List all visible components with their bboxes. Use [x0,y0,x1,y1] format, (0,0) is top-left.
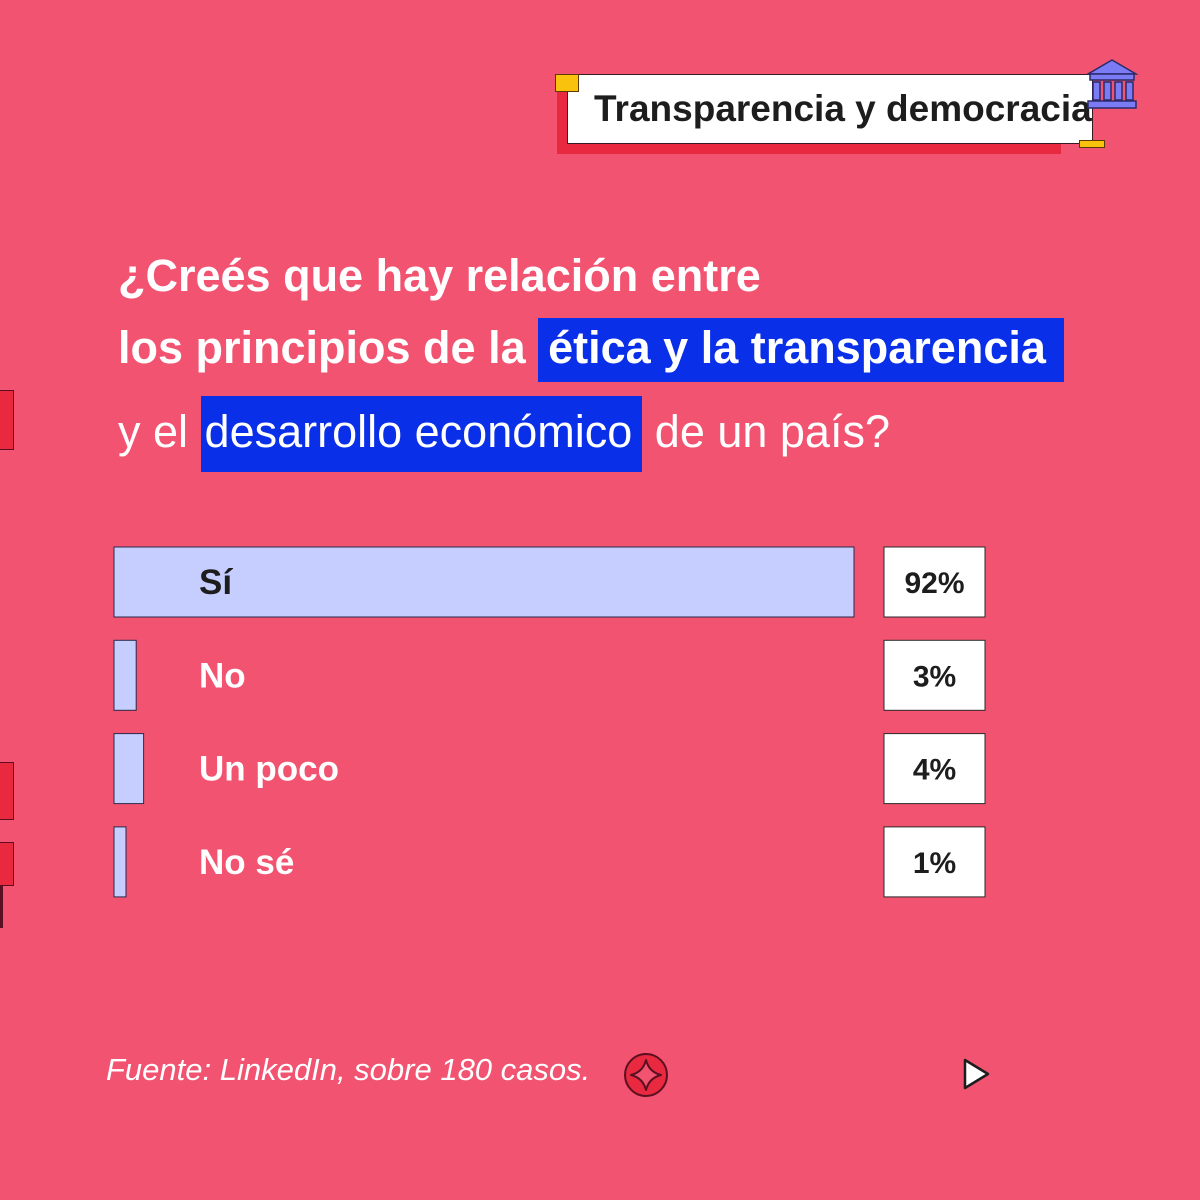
bar-label: No [199,656,246,695]
value-label: 1% [913,847,956,880]
value-label: 4% [913,754,956,787]
question-line-3-prefix: y el [118,406,189,457]
bar-label: No sé [199,843,294,882]
play-arrow-icon[interactable] [962,1057,992,1091]
sparkle-star-icon [624,1053,668,1097]
value-box [883,733,986,805]
left-edge-mark [0,842,14,886]
question-line-1: ¿Creés que hay relación entre [118,250,761,301]
question-line-2: los principios de la ética y la transpar… [118,318,1064,382]
bar-2 [113,733,145,805]
value-box [883,546,986,618]
bar-1 [113,639,137,711]
value-label: 3% [913,660,956,693]
category-tag-label: Transparencia y democracia [594,88,1092,129]
tag-corner-accent [1079,140,1105,148]
bar-label: Un poco [199,750,339,789]
bar-3 [113,826,127,898]
question-line-3: y el desarrollo económico de un país? [118,396,890,472]
value-label: 92% [904,567,964,600]
question-line-3-suffix: de un país? [654,406,890,457]
question-line-2-prefix: los principios de la [118,322,526,373]
bar-0 [113,546,855,618]
question-highlight-development: desarrollo económico [200,396,643,472]
value-box [883,639,986,711]
category-tag: Transparencia y democracia [567,74,1093,144]
left-edge-mark [0,762,14,820]
source-note: Fuente: LinkedIn, sobre 180 casos. [106,1052,591,1087]
tag-corner-accent [555,74,579,92]
left-edge-mark [0,390,14,450]
bar-label: Sí [199,563,233,602]
bank-building-icon [1085,59,1139,109]
question-highlight-ethics: ética y la transparencia [538,318,1064,382]
left-edge-mark [0,886,3,928]
value-box [883,826,986,898]
